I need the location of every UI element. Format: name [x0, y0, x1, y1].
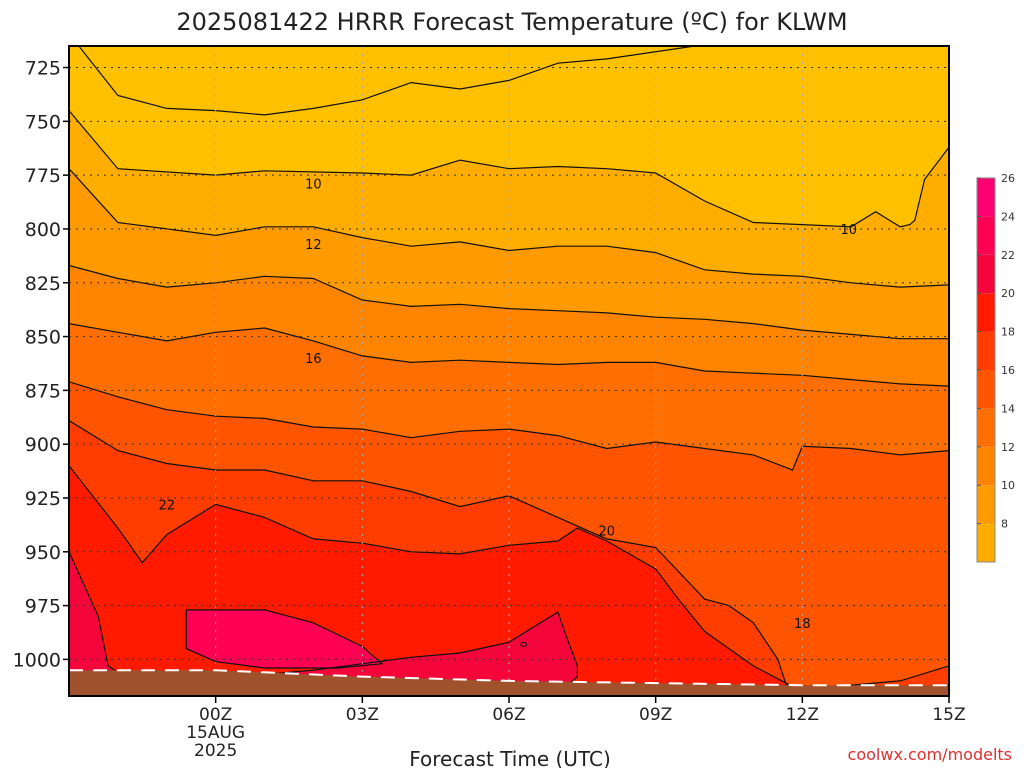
colorbar-segment	[977, 485, 995, 524]
y-tick-label: 1000	[13, 649, 61, 671]
contour-line-14	[69, 264, 949, 340]
ground-edge	[69, 669, 949, 687]
colorbar-label: 8	[1001, 518, 1008, 531]
colorbar-segment	[977, 254, 995, 294]
y-tick-label: 750	[25, 111, 61, 133]
y-tick-label: 775	[25, 165, 61, 187]
y-tick-label: 950	[25, 542, 61, 564]
colorbar-segment	[977, 178, 995, 217]
colorbar-segment	[977, 408, 995, 447]
y-tick-label: 925	[25, 488, 61, 510]
colorbar-segment	[977, 293, 995, 332]
colorbar-segment	[977, 216, 995, 255]
contour-label: 16	[305, 352, 322, 367]
contour-label: 10	[305, 178, 322, 193]
chart-title: 2025081422 HRRR Forecast Temperature (ºC…	[176, 8, 847, 36]
ground-fill	[69, 670, 949, 696]
contour-line-12	[69, 168, 949, 288]
x-axis-title: Forecast Time (UTC)	[409, 747, 611, 768]
x-tick-sublabel: 15AUG	[186, 723, 245, 743]
contour-label: 22	[159, 498, 176, 513]
contour-label: 10	[841, 223, 858, 238]
colorbar-label: 10	[1001, 479, 1015, 492]
contour-line-22	[69, 465, 949, 696]
colorbar: 8 10 12 14 16 18 20 22 24 26	[976, 172, 1015, 563]
y-tick-label: 800	[25, 219, 61, 241]
watermark[interactable]: coolwx.com/modelts	[848, 745, 1012, 764]
colorbar-segment	[977, 446, 995, 486]
colorbar-segment	[977, 331, 995, 370]
contour-fill-26	[186, 609, 382, 668]
colorbar-label: 14	[1001, 402, 1015, 415]
x-tick-sublabel: 2025	[194, 741, 237, 761]
y-tick-label: 825	[25, 273, 61, 295]
y-tick-label: 900	[25, 434, 61, 456]
y-tick-label: 850	[25, 327, 61, 349]
x-tick-label: 00Z	[199, 705, 232, 725]
contour-line-8	[78, 46, 695, 116]
contour-label: 12	[305, 238, 322, 253]
y-tick-label: 725	[25, 58, 61, 80]
colorbar-label: 22	[1001, 249, 1015, 262]
colorbar-label: 16	[1001, 364, 1015, 377]
y-tick-label: 975	[25, 596, 61, 618]
y-tick-label: 875	[25, 380, 61, 402]
contour-line-26-small	[520, 641, 528, 647]
x-tick-label: 03Z	[346, 705, 379, 725]
colorbar-segment	[977, 370, 995, 409]
colorbar-label: 12	[1001, 441, 1015, 454]
colorbar-segment	[977, 523, 995, 562]
contour-labels: 10 10 12 16 20 22 18	[159, 178, 858, 632]
contour-fills	[69, 46, 949, 696]
colorbar-label: 20	[1001, 287, 1015, 300]
contour-fill-24	[69, 551, 578, 690]
colorbar-label: 26	[1001, 172, 1015, 185]
y-axis: 725 750 775 800 825 850 875 900 925 950 975 1000	[13, 58, 69, 671]
colorbar-label: 24	[1001, 210, 1015, 223]
contour-label: 20	[599, 524, 616, 539]
x-tick-label: 15Z	[932, 705, 965, 725]
x-tick-label: 06Z	[492, 705, 525, 725]
contour-label: 18	[794, 617, 811, 632]
contour-line-10	[69, 110, 949, 228]
contour-line-18	[69, 381, 949, 471]
ground-terrain	[69, 669, 949, 696]
x-tick-label: 12Z	[786, 705, 819, 725]
colorbar-label: 18	[1001, 326, 1015, 339]
x-tick-label: 09Z	[639, 705, 672, 725]
